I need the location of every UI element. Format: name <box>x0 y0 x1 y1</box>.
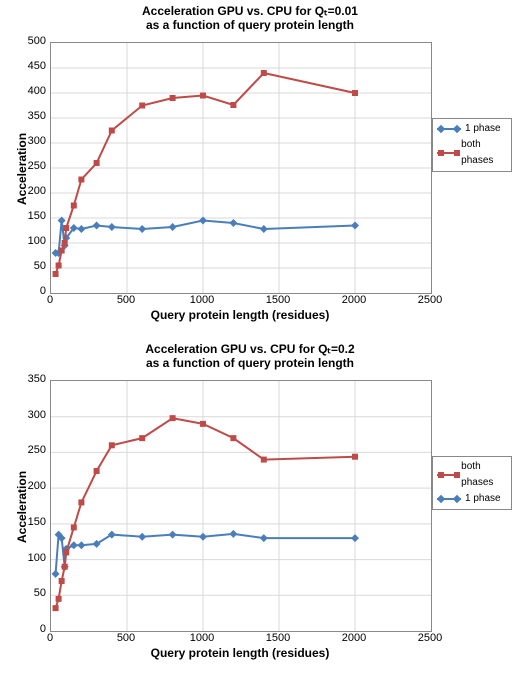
chart-top: Acceleration GPU vs. CPU for Qₜ=0.01 as … <box>0 0 520 338</box>
ytick-label: 50 <box>16 587 46 599</box>
legend-label: 1 phase <box>465 121 501 137</box>
chart-top-title: Acceleration GPU vs. CPU for Qₜ=0.01 as … <box>50 4 450 33</box>
ytick-label: 100 <box>16 552 46 564</box>
title-line1: Acceleration GPU vs. CPU for Qₜ=0.01 <box>142 4 358 18</box>
ytick-label: 300 <box>16 135 46 147</box>
ytick-label: 100 <box>16 235 46 247</box>
figure-container: Acceleration GPU vs. CPU for Qₜ=0.01 as … <box>0 0 520 676</box>
ytick-label: 400 <box>16 85 46 97</box>
xlabel-bottom: Query protein length (residues) <box>50 646 430 660</box>
legend-label: 1 phase <box>465 491 501 507</box>
xtick-label: 2500 <box>410 294 450 306</box>
diamond-marker-icon <box>437 493 461 505</box>
title-line2-b: as a function of query protein length <box>146 356 354 370</box>
legend-item: 1 phase <box>437 121 507 137</box>
diamond-marker-icon <box>437 123 461 135</box>
ytick-label: 350 <box>16 373 46 385</box>
ytick-label: 150 <box>16 516 46 528</box>
square-marker-icon <box>437 147 457 159</box>
xlabel-top: Query protein length (residues) <box>50 308 430 322</box>
xtick-label: 2000 <box>334 294 374 306</box>
title-line2: as a function of query protein length <box>146 18 354 32</box>
legend-bottom: both phases1 phase <box>432 456 512 510</box>
xtick-label: 1500 <box>258 632 298 644</box>
plot-svg-top <box>51 43 431 293</box>
xtick-label: 0 <box>30 294 70 306</box>
legend-item: both phases <box>437 459 507 491</box>
ytick-label: 200 <box>16 480 46 492</box>
plot-area-bottom <box>50 380 432 632</box>
ytick-label: 50 <box>16 260 46 272</box>
xtick-label: 0 <box>30 632 70 644</box>
legend-item: both phases <box>437 137 507 169</box>
plot-area-top <box>50 42 432 294</box>
xtick-label: 2000 <box>334 632 374 644</box>
xtick-label: 1500 <box>258 294 298 306</box>
legend-label: both phases <box>461 459 507 491</box>
ytick-label: 250 <box>16 160 46 172</box>
ytick-label: 200 <box>16 185 46 197</box>
square-marker-icon <box>437 469 457 481</box>
xtick-label: 2500 <box>410 632 450 644</box>
chart-bottom: Acceleration GPU vs. CPU for Qₜ=0.2 as a… <box>0 338 520 676</box>
legend-item: 1 phase <box>437 491 507 507</box>
ytick-label: 500 <box>16 35 46 47</box>
ytick-label: 450 <box>16 60 46 72</box>
xtick-label: 1000 <box>182 632 222 644</box>
chart-bottom-title: Acceleration GPU vs. CPU for Qₜ=0.2 as a… <box>50 342 450 371</box>
title-line1-b: Acceleration GPU vs. CPU for Qₜ=0.2 <box>145 342 354 356</box>
ytick-label: 150 <box>16 210 46 222</box>
legend-label: both phases <box>461 137 507 169</box>
legend-top: 1 phaseboth phases <box>432 118 512 172</box>
xtick-label: 500 <box>106 632 146 644</box>
ytick-label: 300 <box>16 409 46 421</box>
ytick-label: 350 <box>16 110 46 122</box>
plot-svg-bottom <box>51 381 431 631</box>
xtick-label: 1000 <box>182 294 222 306</box>
ytick-label: 250 <box>16 444 46 456</box>
xtick-label: 500 <box>106 294 146 306</box>
